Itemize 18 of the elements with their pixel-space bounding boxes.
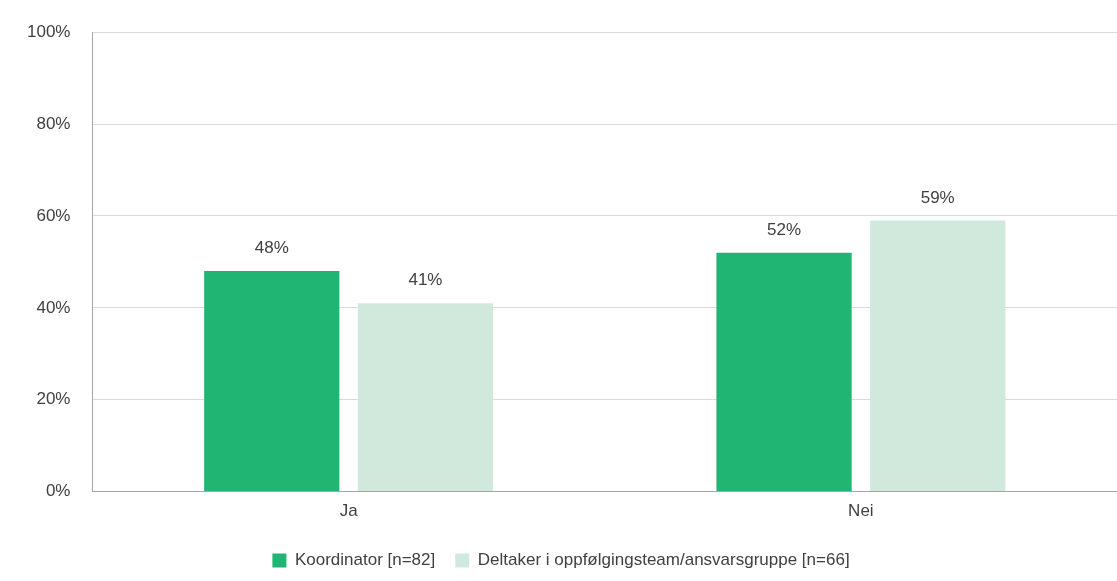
legend-label: Koordinator [n=82] bbox=[294, 550, 436, 570]
y-tick-label: 0% bbox=[45, 481, 71, 501]
y-tick-label: 20% bbox=[36, 389, 71, 409]
data-label: 52% bbox=[767, 219, 802, 239]
x-tick-label: Nei bbox=[848, 501, 874, 521]
bar bbox=[716, 252, 852, 492]
data-label: 48% bbox=[254, 238, 289, 258]
x-tick-label: Ja bbox=[339, 501, 359, 521]
data-label: 59% bbox=[920, 187, 955, 207]
y-tick-label: 40% bbox=[36, 297, 71, 317]
bar bbox=[357, 303, 494, 492]
y-tick-label: 80% bbox=[36, 113, 71, 133]
legend-label: Deltaker i oppfølgingsteam/ansvarsgruppe [n=66] bbox=[477, 550, 850, 570]
bar bbox=[870, 220, 1006, 492]
data-label: 41% bbox=[408, 270, 443, 290]
y-tick-label: 100% bbox=[27, 21, 71, 41]
y-tick-label: 60% bbox=[36, 205, 71, 225]
bar bbox=[204, 271, 340, 492]
